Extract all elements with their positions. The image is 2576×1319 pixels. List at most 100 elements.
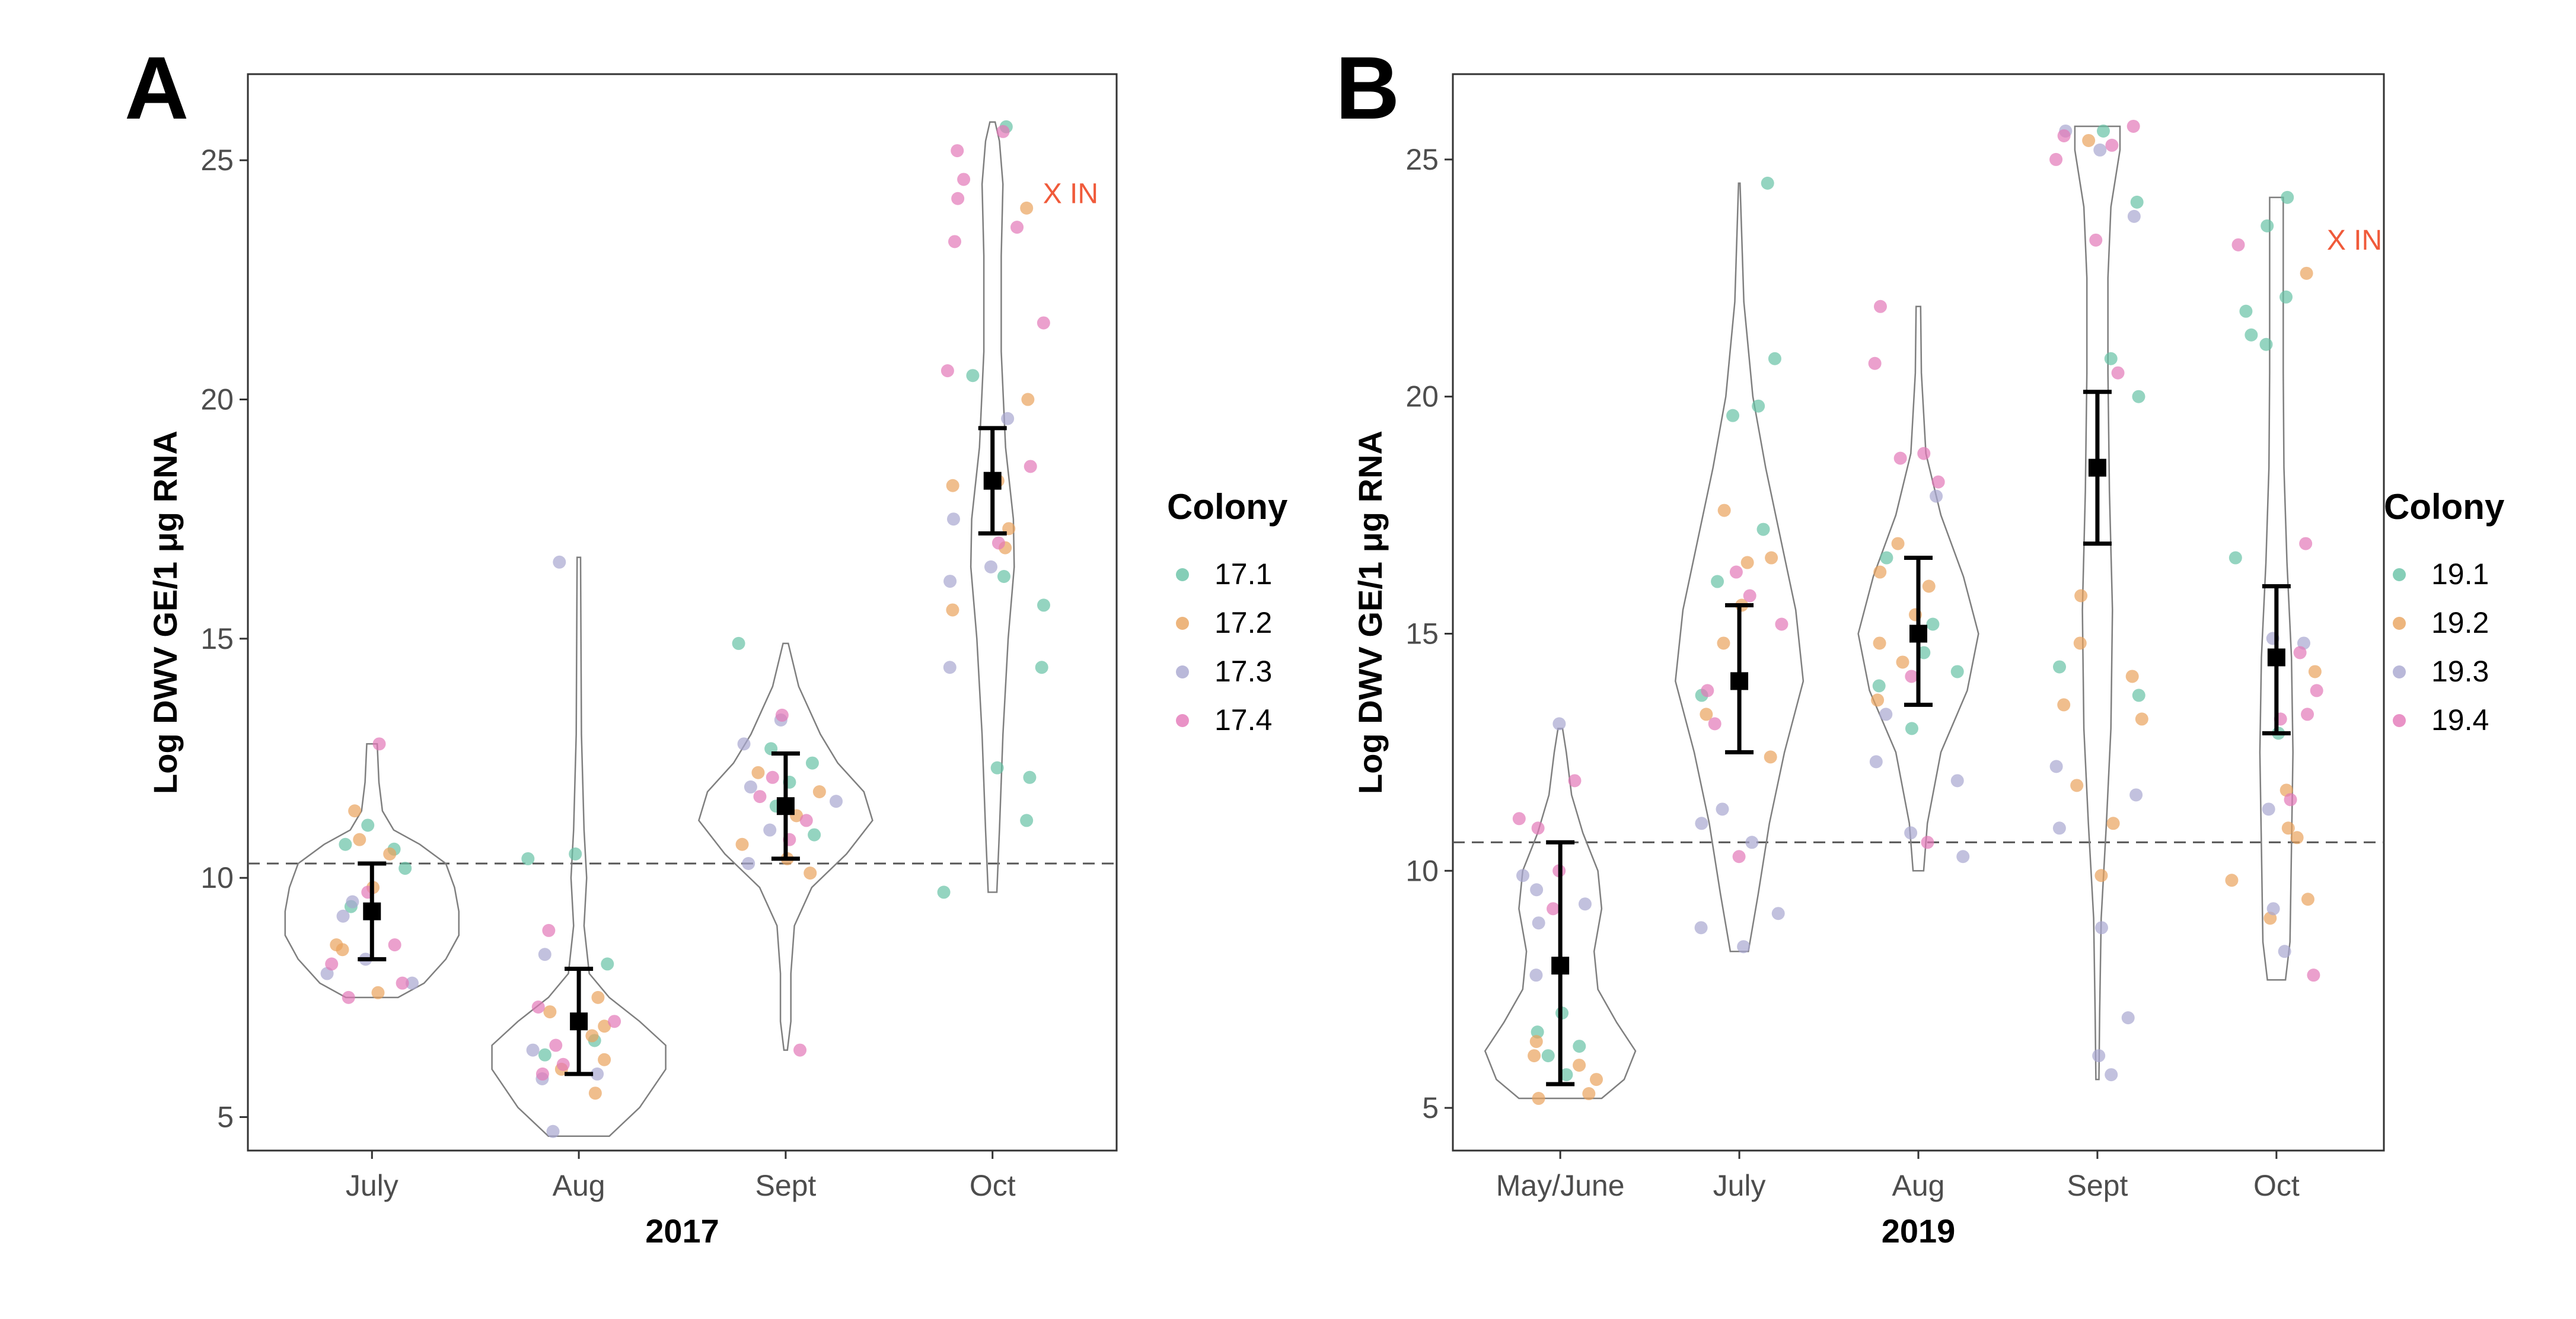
data-point [2129,788,2143,802]
violin-shape [2259,196,2294,981]
data-point [2089,233,2103,247]
data-point [829,795,843,808]
panel-letter: A [125,38,189,138]
data-point [542,923,556,937]
data-point [342,990,355,1004]
legend-swatch [1176,665,1189,678]
data-point [1922,579,1936,593]
x-tick-label: Aug [1892,1169,1945,1202]
data-point [775,708,789,722]
data-point [526,1043,540,1057]
data-point [546,1124,560,1138]
y-tick-label: 5 [1422,1091,1439,1124]
data-point [1529,1035,1543,1049]
data-point [1752,399,1765,413]
data-point [766,770,779,784]
x-tick-label: July [346,1169,398,1202]
x-tick-label: Aug [553,1169,605,1202]
data-point [2293,646,2307,660]
data-point [521,852,535,865]
plot-frame [247,73,1118,1152]
data-point [1771,907,1785,920]
x-tick-label: Oct [970,1169,1016,1202]
y-axis-title: Log DWV GE/1 μg RNA [1351,431,1389,794]
data-point [2073,636,2087,650]
data-point [1950,665,1964,678]
data-point [2127,209,2141,223]
data-point [799,814,813,827]
data-point [1930,489,1943,503]
data-point [1880,551,1893,565]
data-point [1745,836,1759,849]
data-point [2279,290,2293,304]
data-point [325,957,339,971]
data-point [2278,945,2291,958]
data-point [2239,304,2253,318]
data-point [943,575,957,588]
data-point [1956,850,1970,864]
data-point [1023,770,1037,784]
data-point [1717,504,1731,517]
y-tick-label: 10 [200,861,234,894]
data-point [2121,1011,2135,1025]
data-point [1512,812,1526,826]
data-point [1917,646,1931,660]
data-point [1010,221,1024,234]
legend-label: 19.1 [2431,557,2489,591]
data-point [1764,750,1777,764]
violin-shape [1675,182,1805,952]
data-point [744,780,757,794]
data-point [1701,684,1714,697]
y-tick-label: 20 [200,383,234,416]
data-point [946,603,959,617]
data-point [598,1053,611,1066]
data-point [2231,238,2245,251]
data-point [948,235,961,248]
data-point [943,661,957,674]
data-point [1037,316,1050,330]
data-point [2093,143,2107,157]
data-point [336,909,350,923]
data-point [804,866,817,880]
legend-title: Colony [1167,487,1288,527]
legend-swatch [2393,714,2406,727]
data-point [1931,475,1945,489]
data-point [1568,774,1582,788]
data-point [1893,451,1907,465]
data-point [1726,409,1740,422]
data-point [763,823,777,837]
legend-title: Colony [2384,487,2505,527]
data-point [1737,940,1751,954]
violin-shape [491,556,667,1138]
data-point [543,1005,557,1019]
legend-swatch [1176,714,1189,727]
data-point [1035,661,1048,674]
data-point [353,833,366,846]
data-point [737,737,751,751]
mean-marker [363,902,381,920]
data-point [751,766,765,779]
data-point [1896,655,1909,669]
data-point [531,1001,545,1014]
violin-chart-2017: A 5 10 15 20 25 July Aug Sept Oct 2017 Log DWV GE/1… [125,38,1288,1250]
data-point [996,125,1010,138]
data-point [957,173,971,186]
data-point [1582,1087,1596,1101]
x-tick-label: Sept [2067,1169,2128,1202]
data-point [1573,1040,1586,1053]
data-point [1021,393,1035,406]
data-point [1950,774,1964,788]
data-point [1531,1025,1544,1039]
data-point [538,1048,551,1062]
data-point [2092,1049,2106,1063]
data-point [2052,821,2066,835]
data-point [588,1087,602,1100]
data-point [1711,575,1724,588]
data-point [2127,119,2140,133]
data-point [997,570,1010,583]
x-tick-label: May/June [1496,1169,1625,1202]
data-point [1590,1073,1603,1087]
data-point [1700,708,1713,721]
data-point [2259,337,2273,351]
data-point [1716,802,1729,816]
